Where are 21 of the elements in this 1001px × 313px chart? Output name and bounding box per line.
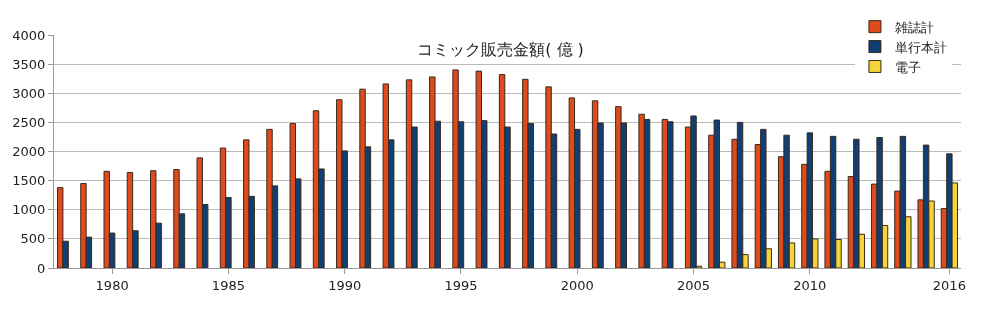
x-tick-label: 2016 [932,277,966,293]
legend-label: 単行本計 [894,39,947,55]
y-tick-label: 500 [20,231,46,247]
x-tick-label: 1995 [444,277,478,293]
y-tick-label: 2500 [12,114,46,130]
x-tick-label: 1990 [328,277,362,293]
y-tick-label: 2000 [12,144,46,160]
y-tick-label: 0 [37,260,46,276]
y-tick-label: 3500 [12,56,46,72]
x-tick-label: 2000 [560,277,594,293]
x-tick-label: 2010 [793,277,827,293]
legend-label: 電子 [894,59,921,75]
y-tick-label: 1000 [12,202,46,218]
y-tick-label: 4000 [12,27,46,43]
y-tick-label: 3000 [12,85,46,101]
x-tick-label: 2005 [677,277,711,293]
legend-label: 雑誌計 [894,19,934,35]
chart-title: コミック販売金額( 億 ) [417,40,584,60]
x-tick-label: 1980 [95,277,129,293]
x-tick-label: 1985 [211,277,245,293]
y-tick-label: 1500 [12,173,46,189]
